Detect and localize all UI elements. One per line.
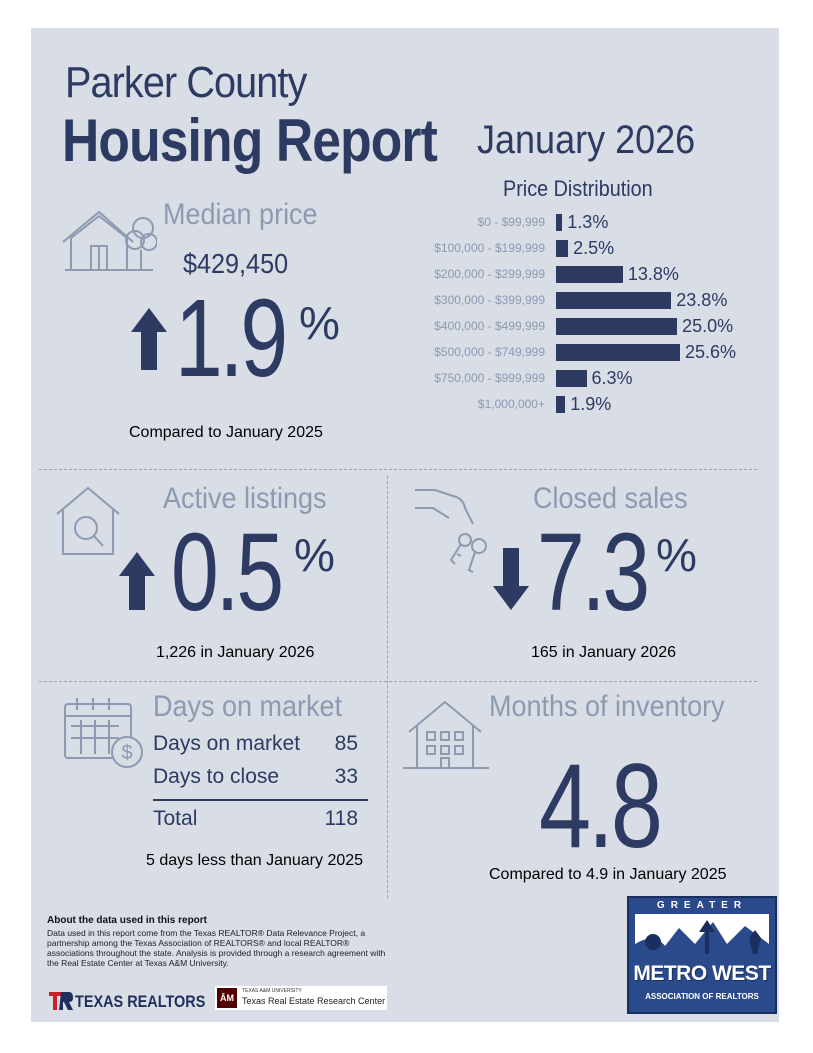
house-tree-icon [62, 210, 157, 271]
closed-sales-unit: % [656, 529, 697, 581]
dist-label: $200,000 - $299,999 [434, 267, 545, 281]
tamu-mark-icon: ĀM [217, 988, 237, 1008]
median-price-comparison: Compared to January 2025 [129, 424, 323, 441]
median-price-change: 1.9 [175, 277, 288, 400]
arrow-down-icon [493, 548, 529, 610]
dist-value: 2.5% [573, 238, 615, 258]
dist-value: 25.6% [685, 342, 737, 362]
metro-main: METRO WEST [633, 962, 771, 985]
closed-sales-detail: 165 in January 2026 [531, 644, 676, 661]
median-price-heading: Median price [163, 198, 318, 231]
divider-vertical [387, 476, 388, 898]
dist-label: $100,000 - $199,999 [434, 241, 545, 255]
closed-sales-heading: Closed sales [533, 482, 688, 515]
closed-sales-change: 7.3 [537, 511, 650, 634]
total-row: Total 118 [153, 807, 358, 831]
metro-west-logo: GREATER METRO WEST ASSOCIATION OF REALTO… [627, 896, 777, 1014]
report-sheet: Parker County Housing Report January 202… [31, 28, 779, 1022]
active-listings-detail: 1,226 in January 2026 [156, 644, 315, 661]
arrow-up-icon [119, 552, 155, 610]
dist-bar [556, 344, 680, 361]
divider-middle [39, 681, 757, 682]
months-inventory-heading: Months of inventory [489, 690, 725, 723]
months-inventory-value: 4.8 [539, 739, 663, 873]
median-price-unit: % [299, 297, 340, 349]
active-listings-change: 0.5 [171, 511, 284, 634]
dist-row: $1,000,000+ 1.9% [31, 394, 779, 414]
calendar-dollar-icon: $ [64, 698, 143, 768]
total-rule [153, 799, 368, 801]
dist-bar [556, 240, 569, 257]
dist-row: $400,000 - $499,999 25.0% [31, 316, 779, 336]
about-body: Data used in this report come from the T… [47, 928, 386, 968]
active-listings-heading: Active listings [163, 482, 327, 515]
county-name: Parker County [65, 58, 307, 107]
house-search-icon [56, 486, 120, 555]
active-listings-unit: % [294, 529, 335, 581]
dist-row: $200,000 - $299,999 13.8% [31, 264, 779, 284]
days-to-close-label: Days to close [153, 765, 280, 788]
dist-label: $500,000 - $749,999 [434, 345, 545, 359]
arrow-up-icon [131, 308, 167, 370]
dist-bar [556, 266, 623, 283]
metro-top: GREATER [656, 900, 748, 911]
dist-bar [556, 292, 672, 309]
dist-value: 23.8% [676, 290, 728, 310]
dist-bar [556, 396, 566, 413]
dist-value: 6.3% [591, 368, 633, 388]
dist-label: $300,000 - $399,999 [434, 293, 545, 307]
tamu-university: TEXAS A&M UNIVERSITY [242, 988, 302, 994]
texas-realtors-wordmark: TEXAS REALTORS [75, 992, 206, 1011]
dist-row: $100,000 - $199,999 2.5% [31, 238, 779, 258]
texas-realtors-logo: TEXAS REALTORS [47, 990, 207, 1012]
report-title: Housing Report [62, 107, 438, 174]
price-distribution-title: Price Distribution [503, 176, 653, 201]
building-icon [403, 700, 489, 769]
dom-row-label: Days on market [153, 732, 301, 755]
dist-label: $1,000,000+ [477, 397, 545, 411]
metro-bottom: ASSOCIATION OF REALTORS [645, 992, 759, 1001]
dom-row: Days on market 85 [153, 732, 358, 756]
tamu-center: Texas Real Estate Research Center [242, 996, 386, 1006]
divider-top [39, 469, 757, 470]
dist-value: 13.8% [627, 264, 679, 284]
dist-value: 1.3% [567, 212, 609, 232]
svg-text:$: $ [121, 742, 132, 764]
total-value: 118 [324, 807, 358, 830]
dom-row-value: 85 [334, 732, 358, 755]
dist-row: $300,000 - $399,999 23.8% [31, 290, 779, 310]
dist-row: $500,000 - $749,999 25.6% [31, 342, 779, 362]
texas-realtors-mark-icon [49, 992, 73, 1010]
days-to-close-value: 33 [334, 765, 358, 788]
days-to-close-row: Days to close 33 [153, 765, 358, 789]
dist-bar [556, 214, 563, 231]
dist-label: $400,000 - $499,999 [434, 319, 545, 333]
report-period: January 2026 [477, 118, 696, 162]
months-inventory-comparison: Compared to 4.9 in January 2025 [489, 866, 727, 883]
metro-scene-icon [635, 914, 769, 962]
dist-row: $750,000 - $999,999 6.3% [31, 368, 779, 388]
dist-bar [556, 318, 678, 335]
dist-value: 25.0% [682, 316, 734, 336]
hand-keys-icon [415, 489, 487, 573]
dist-label: $750,000 - $999,999 [434, 371, 545, 385]
dist-label: $0 - $99,999 [477, 215, 545, 229]
days-on-market-comparison: 5 days less than January 2025 [146, 852, 364, 869]
dist-row: $0 - $99,999 1.3% [31, 212, 779, 232]
dist-value: 1.9% [570, 394, 612, 414]
tamu-logo: ĀM TEXAS A&M UNIVERSITY Texas Real Estat… [215, 986, 387, 1010]
median-price-value: $429,450 [183, 248, 289, 279]
about-heading: About the data used in this report [47, 915, 208, 926]
dist-bar [556, 370, 587, 387]
total-label: Total [153, 807, 198, 830]
days-on-market-heading: Days on market [153, 690, 343, 723]
